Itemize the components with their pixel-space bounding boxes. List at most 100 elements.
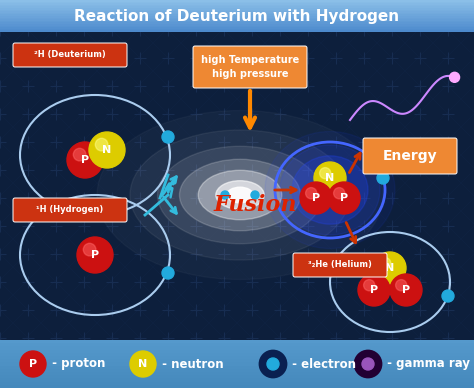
Bar [0,16,474,17]
Circle shape [396,280,407,291]
Bar [0,10,474,11]
Circle shape [20,351,46,377]
Circle shape [319,168,331,179]
Bar [0,3,474,5]
Circle shape [267,358,279,370]
Circle shape [260,351,286,377]
Bar [0,11,474,13]
Bar [0,359,474,364]
Circle shape [162,131,174,143]
Ellipse shape [216,181,264,209]
Text: Fusion: Fusion [213,194,297,216]
Ellipse shape [130,130,350,260]
Bar [0,372,474,376]
Text: P: P [340,193,348,203]
Text: - neutron: - neutron [158,357,224,371]
Ellipse shape [157,146,322,244]
Text: Reaction of Deuterium with Hydrogen: Reaction of Deuterium with Hydrogen [74,9,400,24]
Circle shape [358,274,390,306]
FancyBboxPatch shape [293,253,387,277]
Circle shape [300,182,332,214]
Text: - electron: - electron [288,357,356,371]
Circle shape [390,274,422,306]
Text: ³₂He (Helium): ³₂He (Helium) [308,260,372,270]
Bar [0,5,474,6]
Circle shape [77,237,113,273]
Text: P: P [402,285,410,295]
Text: P: P [312,193,320,203]
Bar [0,343,474,347]
FancyBboxPatch shape [13,198,127,222]
Bar [0,0,474,2]
Bar [0,375,474,379]
Bar [0,14,474,16]
Ellipse shape [198,170,282,220]
Circle shape [73,148,86,161]
Circle shape [130,351,156,377]
Circle shape [355,351,381,377]
Bar [0,369,474,373]
Text: N: N [385,263,395,273]
Text: P: P [370,285,378,295]
Circle shape [83,243,96,256]
Bar [0,6,474,8]
Ellipse shape [292,156,368,224]
FancyBboxPatch shape [363,138,457,174]
Bar [0,29,474,30]
Circle shape [334,188,345,199]
Circle shape [362,358,374,370]
Circle shape [314,162,346,194]
Text: ²H (Deuterium): ²H (Deuterium) [34,50,106,59]
Text: P: P [81,155,89,165]
Circle shape [364,280,375,291]
Bar [0,30,474,32]
Circle shape [377,172,389,184]
Bar [0,17,474,19]
Bar [0,21,474,23]
Circle shape [328,182,360,214]
Text: N: N [325,173,335,183]
Bar [0,382,474,386]
Bar [0,2,474,3]
FancyBboxPatch shape [193,46,307,88]
Bar [0,24,474,26]
Circle shape [442,290,454,302]
Circle shape [95,138,108,151]
Bar [0,0,474,32]
Bar [0,8,474,10]
Bar [0,13,474,14]
Text: P: P [29,359,37,369]
Ellipse shape [280,145,380,235]
Bar [0,362,474,367]
Circle shape [89,132,125,168]
Circle shape [449,72,460,82]
Circle shape [221,191,229,199]
Bar [0,350,474,354]
Text: P: P [91,250,99,260]
Text: N: N [138,359,147,369]
Bar [0,19,474,21]
Text: - gamma ray: - gamma ray [383,357,470,371]
Circle shape [251,191,259,199]
Circle shape [162,267,174,279]
Circle shape [380,258,391,269]
Bar [0,23,474,24]
Text: ¹H (Hydrogen): ¹H (Hydrogen) [36,206,104,215]
Text: high Temperature
high pressure: high Temperature high pressure [201,55,299,79]
Bar [0,26,474,27]
Bar [0,385,474,388]
Bar [0,378,474,383]
Text: - proton: - proton [48,357,105,371]
Bar [0,365,474,370]
Ellipse shape [180,159,301,231]
FancyBboxPatch shape [13,43,127,67]
Bar [0,346,474,351]
Text: N: N [102,145,111,155]
Ellipse shape [265,132,395,248]
Bar [0,356,474,360]
Circle shape [67,142,103,178]
Bar [0,340,474,344]
Text: Energy: Energy [383,149,438,163]
Bar [0,27,474,29]
Ellipse shape [227,187,253,203]
